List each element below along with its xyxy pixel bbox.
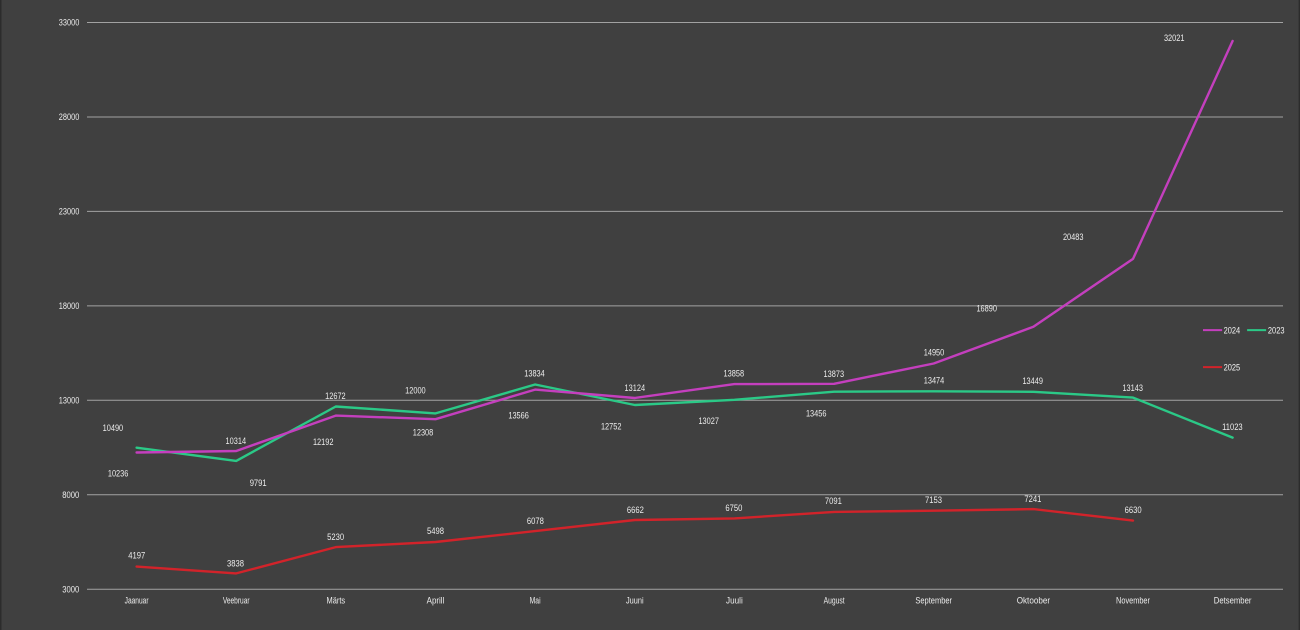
svg-text:2024: 2024 [1224, 325, 1241, 335]
svg-text:10490: 10490 [103, 423, 124, 433]
svg-text:12192: 12192 [313, 437, 334, 447]
svg-text:13027: 13027 [698, 416, 719, 426]
svg-text:September: September [915, 596, 952, 606]
svg-text:12672: 12672 [325, 391, 346, 401]
svg-text:6750: 6750 [725, 503, 742, 513]
svg-text:August: August [824, 596, 845, 606]
svg-text:Juuli: Juuli [726, 596, 743, 606]
svg-text:33000: 33000 [59, 18, 80, 28]
svg-text:13143: 13143 [1122, 383, 1143, 393]
svg-text:7091: 7091 [825, 496, 842, 506]
svg-text:5230: 5230 [327, 532, 344, 542]
svg-text:Märts: Märts [327, 596, 346, 606]
svg-text:32021: 32021 [1164, 33, 1185, 43]
svg-text:6078: 6078 [527, 516, 544, 526]
svg-text:13456: 13456 [806, 408, 827, 418]
svg-text:Jaanuar: Jaanuar [125, 596, 149, 606]
svg-text:5498: 5498 [427, 526, 444, 536]
svg-text:Aprill: Aprill [427, 596, 445, 606]
svg-text:13000: 13000 [59, 396, 80, 406]
svg-text:20483: 20483 [1063, 232, 1084, 242]
svg-text:6630: 6630 [1125, 505, 1142, 515]
svg-text:13873: 13873 [824, 369, 845, 379]
svg-text:8000: 8000 [62, 490, 79, 500]
svg-text:23000: 23000 [59, 207, 80, 217]
svg-text:12000: 12000 [405, 386, 426, 396]
svg-text:28000: 28000 [59, 112, 80, 122]
svg-text:13858: 13858 [724, 369, 745, 379]
svg-text:Detsember: Detsember [1214, 596, 1252, 606]
svg-text:7153: 7153 [925, 495, 942, 505]
svg-text:2023: 2023 [1268, 325, 1285, 335]
svg-text:2025: 2025 [1224, 362, 1241, 372]
svg-text:12752: 12752 [601, 422, 622, 432]
svg-text:6662: 6662 [627, 505, 644, 515]
svg-text:10236: 10236 [108, 468, 129, 478]
svg-text:16890: 16890 [976, 303, 997, 313]
svg-text:November: November [1116, 596, 1150, 606]
svg-text:7241: 7241 [1024, 494, 1041, 504]
svg-text:13474: 13474 [924, 376, 945, 386]
svg-text:13449: 13449 [1022, 376, 1043, 386]
svg-text:Veebruar: Veebruar [223, 596, 250, 606]
svg-text:13834: 13834 [524, 369, 545, 379]
svg-text:14950: 14950 [924, 347, 945, 357]
svg-text:11023: 11023 [1222, 422, 1243, 432]
svg-text:3838: 3838 [227, 559, 244, 569]
svg-text:Mai: Mai [530, 596, 541, 606]
svg-text:12308: 12308 [413, 428, 434, 438]
svg-text:10314: 10314 [226, 436, 247, 446]
svg-text:4197: 4197 [128, 551, 145, 561]
svg-text:Oktoober: Oktoober [1017, 596, 1050, 606]
svg-text:13566: 13566 [508, 411, 529, 421]
svg-text:3000: 3000 [62, 584, 79, 594]
svg-text:Juuni: Juuni [626, 596, 644, 606]
svg-text:18000: 18000 [59, 301, 80, 311]
svg-text:13124: 13124 [625, 383, 646, 393]
svg-text:9791: 9791 [250, 478, 267, 488]
